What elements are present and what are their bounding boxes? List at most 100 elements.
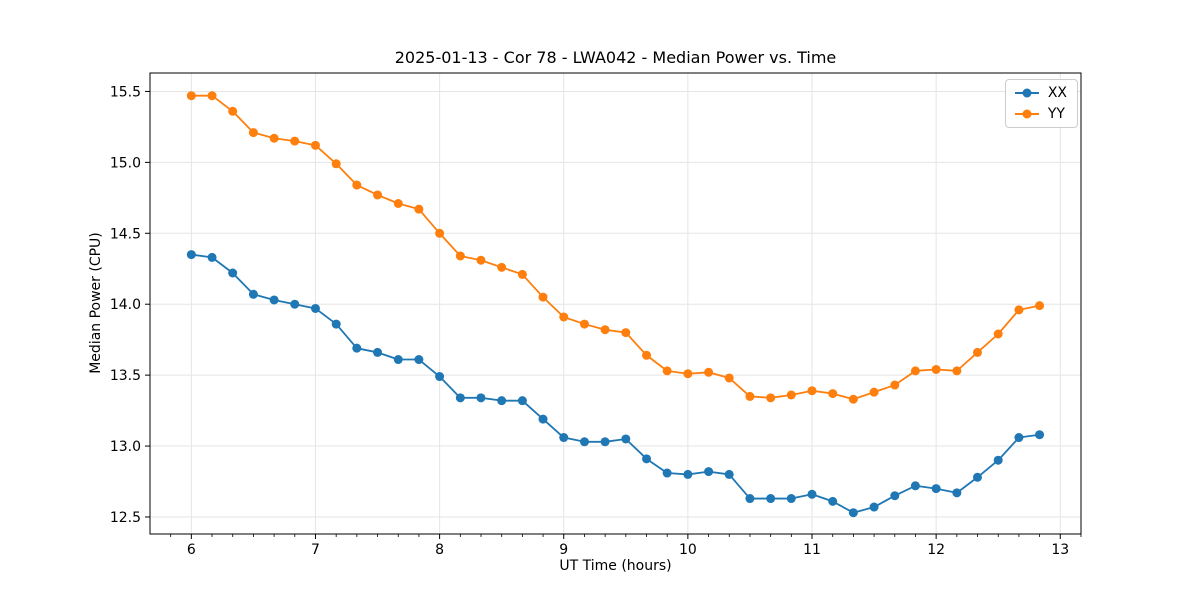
data-point-xx	[435, 372, 445, 382]
data-point-xx	[186, 250, 196, 260]
data-point-yy	[724, 373, 734, 383]
y-tick-label: 13.0	[110, 439, 141, 455]
data-point-yy	[186, 91, 196, 101]
data-point-yy	[952, 366, 962, 376]
axes-border	[149, 72, 1082, 535]
data-point-yy	[517, 269, 527, 279]
data-point-yy	[414, 204, 424, 214]
data-point-xx	[228, 268, 238, 278]
legend-entry-xx: XX	[1014, 85, 1067, 101]
legend-label: XX	[1047, 85, 1067, 101]
data-point-xx	[745, 494, 755, 504]
y-tick-label: 12.5	[110, 510, 141, 526]
data-point-xx	[393, 355, 403, 365]
legend-line-marker-icon	[1014, 88, 1039, 98]
data-point-yy	[331, 159, 341, 169]
x-axis-label: UT Time (hours)	[559, 558, 672, 574]
data-point-xx	[662, 468, 672, 478]
data-point-yy	[848, 394, 858, 404]
data-point-xx	[683, 469, 693, 479]
data-point-yy	[683, 369, 693, 379]
data-point-yy	[559, 312, 569, 322]
data-point-xx	[538, 414, 548, 424]
x-tick-label: 8	[435, 542, 444, 558]
x-tick-label: 11	[803, 542, 821, 558]
data-point-yy	[579, 319, 589, 329]
data-point-xx	[807, 489, 817, 499]
data-point-xx	[579, 437, 589, 447]
legend-entry-yy: YY	[1014, 106, 1067, 122]
y-tick-label: 15.0	[110, 155, 141, 171]
chart-title: 2025-01-13 - Cor 78 - LWA042 - Median Po…	[394, 48, 837, 67]
data-point-yy	[228, 106, 238, 116]
data-point-xx	[828, 496, 838, 506]
data-point-xx	[497, 396, 507, 406]
legend-label: YY	[1047, 106, 1065, 122]
data-point-xx	[331, 319, 341, 329]
data-point-xx	[1014, 433, 1024, 443]
y-tick-label: 14.0	[110, 297, 141, 313]
x-tick-label: 10	[679, 542, 697, 558]
data-point-yy	[538, 292, 548, 302]
data-point-xx	[642, 454, 652, 464]
data-point-yy	[269, 133, 279, 143]
data-point-yy	[642, 350, 652, 360]
data-point-yy	[393, 198, 403, 208]
data-point-xx	[269, 295, 279, 305]
data-point-xx	[517, 396, 527, 406]
data-point-xx	[455, 393, 465, 403]
legend-line-marker-icon	[1014, 109, 1039, 119]
data-point-yy	[290, 136, 300, 146]
data-point-xx	[248, 289, 258, 299]
y-axis-label: Median Power (CPU)	[88, 232, 104, 374]
data-point-xx	[869, 502, 879, 512]
data-point-yy	[352, 180, 362, 190]
data-point-yy	[455, 251, 465, 261]
data-point-xx	[310, 303, 320, 313]
data-point-yy	[807, 386, 817, 396]
data-point-xx	[848, 508, 858, 518]
data-point-xx	[373, 347, 383, 357]
data-point-yy	[745, 391, 755, 401]
data-point-yy	[972, 347, 982, 357]
data-point-xx	[1035, 430, 1045, 440]
data-point-xx	[621, 434, 631, 444]
data-point-yy	[931, 364, 941, 374]
data-point-yy	[890, 380, 900, 390]
data-point-xx	[414, 355, 424, 365]
data-point-xx	[993, 455, 1003, 465]
data-point-yy	[600, 325, 610, 335]
y-tick-label: 14.5	[110, 226, 141, 242]
x-tick-label: 7	[311, 542, 320, 558]
data-point-xx	[786, 494, 796, 504]
data-point-yy	[476, 255, 486, 265]
x-tick-label: 12	[927, 542, 945, 558]
series-line-yy	[191, 94, 1040, 401]
data-point-xx	[207, 252, 217, 262]
data-point-xx	[704, 467, 714, 477]
series-line-xx	[191, 253, 1040, 514]
data-point-xx	[931, 484, 941, 494]
data-point-xx	[972, 472, 982, 482]
data-point-yy	[704, 367, 714, 377]
y-tick-label: 15.5	[110, 84, 141, 100]
data-point-xx	[559, 433, 569, 443]
data-point-yy	[662, 366, 672, 376]
data-point-yy	[766, 393, 776, 403]
data-point-xx	[352, 343, 362, 353]
data-point-xx	[952, 488, 962, 498]
data-point-yy	[207, 91, 217, 101]
x-tick-label: 9	[559, 542, 568, 558]
data-point-xx	[600, 437, 610, 447]
data-point-yy	[435, 228, 445, 238]
legend: XX YY	[1004, 79, 1078, 128]
data-point-yy	[1035, 301, 1045, 311]
data-point-xx	[476, 393, 486, 403]
x-tick-label: 6	[187, 542, 196, 558]
data-point-yy	[869, 387, 879, 397]
data-point-yy	[993, 329, 1003, 339]
data-point-yy	[373, 190, 383, 200]
data-point-yy	[497, 262, 507, 272]
